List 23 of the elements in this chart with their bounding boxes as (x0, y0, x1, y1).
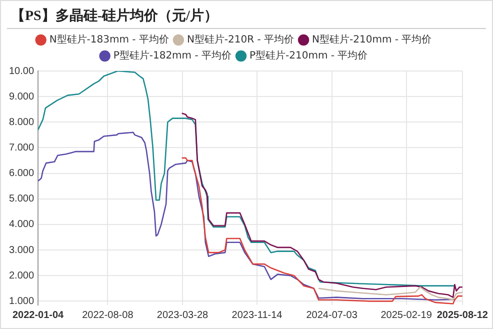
legend-label: P型硅片-182mm - 平均价 (113, 50, 232, 62)
legend-label: N型硅片-210mm - 平均价 (312, 34, 432, 46)
y-tick-label: 6.000 (8, 168, 34, 180)
x-tick-label: 2024-07-03 (306, 310, 358, 321)
x-tick-label: 2025-02-19 (380, 310, 432, 321)
y-tick-label: 4.000 (8, 219, 34, 230)
x-tick-label: 2023-11-14 (232, 310, 283, 321)
y-tick-label: 7.000 (8, 142, 34, 154)
legend-label: P型硅片-210mm - 平均价 (250, 50, 368, 62)
x-tick-label: 2023-03-28 (156, 310, 209, 321)
legend-label: N型硅片-183mm - 平均价 (49, 34, 169, 46)
y-tick-label: 2.000 (8, 270, 34, 282)
chart-title: 【PS】多晶硅-硅片均价（元/片） (11, 7, 218, 25)
x-tick-label: 2022-01-04 (12, 310, 64, 321)
y-tick-label: 5.000 (8, 194, 34, 205)
y-tick-label: 8.000 (8, 116, 34, 128)
y-tick-label: 10.00 (8, 66, 34, 77)
legend-label: N型硅片-210R - 平均价 (186, 34, 294, 46)
x-tick-label: 2022-08-08 (82, 310, 134, 321)
y-tick-label: 1.000 (8, 296, 34, 307)
y-tick-label: 3.000 (8, 244, 34, 256)
x-tick-label: 2025-08-12 (436, 310, 488, 321)
y-tick-label: 9.000 (8, 91, 34, 102)
